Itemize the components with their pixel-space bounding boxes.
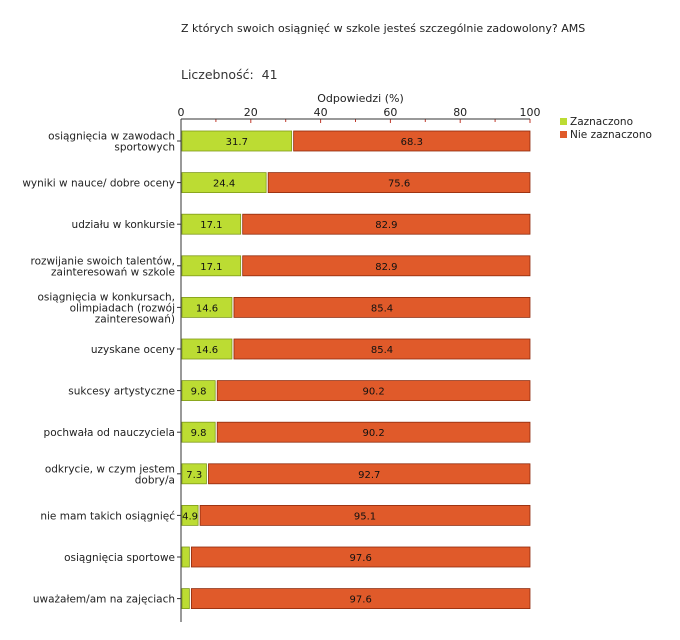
- bar-nie-zaznaczono: [242, 213, 531, 235]
- sample-size-label: Liczebność:: [181, 67, 254, 82]
- sample-size: Liczebność: 41: [181, 67, 282, 82]
- bar-zaznaczono: [181, 130, 293, 152]
- x-tick-label: 20: [244, 106, 258, 119]
- x-tick-label: 100: [520, 106, 541, 119]
- legend-swatch: [560, 118, 567, 125]
- value-label-nie-zaznaczono: 97.6: [350, 553, 372, 564]
- category-label: olimpiadach (rozwój: [70, 302, 175, 314]
- value-label-nie-zaznaczono: 92.7: [358, 470, 380, 481]
- category-label: rozwijanie swoich talentów,: [31, 255, 175, 267]
- category-label: uzyskane oceny: [91, 344, 175, 356]
- bar-nie-zaznaczono: [216, 421, 531, 443]
- bar-nie-zaznaczono: [199, 504, 531, 526]
- value-label-nie-zaznaczono: 90.2: [362, 428, 384, 439]
- bar-zaznaczono: [181, 504, 199, 526]
- bar-zaznaczono: [181, 213, 242, 235]
- category-label: zainteresowań): [95, 313, 175, 325]
- sample-size-value: 41: [261, 67, 278, 82]
- bar-nie-zaznaczono: [233, 296, 531, 318]
- value-label-nie-zaznaczono: 75.6: [388, 179, 410, 190]
- value-label-nie-zaznaczono: 82.9: [375, 220, 397, 231]
- category-label: udziału w konkursie: [72, 219, 175, 231]
- category-label: osiągnięcia w konkursach,: [37, 291, 175, 303]
- bar-zaznaczono: [181, 172, 267, 194]
- category-label: zainteresowań w szkole: [51, 266, 175, 278]
- bar-nie-zaznaczono: [267, 172, 531, 194]
- x-axis-label: Odpowiedzi (%): [317, 92, 404, 105]
- bar-nie-zaznaczono: [190, 546, 531, 568]
- category-label: nie mam takich osiągnięć: [40, 510, 175, 522]
- x-tick-label: 0: [178, 106, 185, 119]
- bar-zaznaczono: [181, 338, 233, 360]
- value-label-nie-zaznaczono: 85.4: [371, 345, 393, 356]
- bar-nie-zaznaczono: [216, 380, 531, 402]
- category-label: odkrycie, w czym jestem: [45, 463, 175, 475]
- bar-nie-zaznaczono: [293, 130, 531, 152]
- value-label-zaznaczono: 7.3: [186, 470, 202, 481]
- bar-nie-zaznaczono: [190, 588, 531, 609]
- value-label-nie-zaznaczono: 85.4: [371, 303, 393, 314]
- category-label: sportowych: [114, 142, 175, 154]
- bar-zaznaczono: [181, 588, 190, 609]
- value-label-zaznaczono: 17.1: [200, 262, 222, 273]
- value-label-nie-zaznaczono: 90.2: [362, 387, 384, 398]
- value-label-zaznaczono: 4.9: [182, 511, 198, 522]
- value-label-zaznaczono: 17.1: [200, 220, 222, 231]
- bar-nie-zaznaczono: [233, 338, 531, 360]
- bar-nie-zaznaczono: [208, 463, 531, 485]
- bar-zaznaczono: [181, 380, 216, 402]
- bar-zaznaczono: [181, 255, 242, 277]
- category-label: uważałem/am na zajęciach: [33, 594, 175, 606]
- bar-zaznaczono: [181, 546, 190, 568]
- legend-label: Nie zaznaczono: [570, 129, 652, 141]
- value-label-zaznaczono: 14.6: [196, 345, 218, 356]
- category-label: wyniki w nauce/ dobre oceny: [22, 178, 175, 190]
- x-tick-label: 80: [453, 106, 467, 119]
- category-label: osiągnięcia w zawodach: [48, 131, 175, 143]
- bar-zaznaczono: [181, 296, 233, 318]
- value-label-zaznaczono: 24.4: [213, 179, 235, 190]
- category-label: dobry/a: [135, 474, 175, 486]
- value-label-zaznaczono: 9.8: [191, 428, 207, 439]
- category-label: osiągnięcia sportowe: [64, 552, 175, 564]
- legend-label: Zaznaczono: [570, 116, 633, 128]
- category-label: pochwała od nauczyciela: [44, 427, 175, 439]
- chart-question-title: Z których swoich osiągnięć w szkole jest…: [181, 22, 586, 35]
- value-label-nie-zaznaczono: 97.6: [350, 595, 372, 606]
- value-label-nie-zaznaczono: 82.9: [375, 262, 397, 273]
- value-label-nie-zaznaczono: 95.1: [354, 511, 376, 522]
- value-label-zaznaczono: 14.6: [196, 303, 218, 314]
- bar-nie-zaznaczono: [242, 255, 531, 277]
- value-label-nie-zaznaczono: 68.3: [401, 137, 423, 148]
- bar-zaznaczono: [181, 463, 207, 485]
- x-tick-label: 60: [383, 106, 397, 119]
- x-tick-label: 40: [314, 106, 328, 119]
- value-label-zaznaczono: 9.8: [191, 387, 207, 398]
- bar-zaznaczono: [181, 421, 216, 443]
- legend-swatch: [560, 131, 567, 138]
- value-label-zaznaczono: 31.7: [226, 137, 248, 148]
- category-label: sukcesy artystyczne: [68, 386, 175, 398]
